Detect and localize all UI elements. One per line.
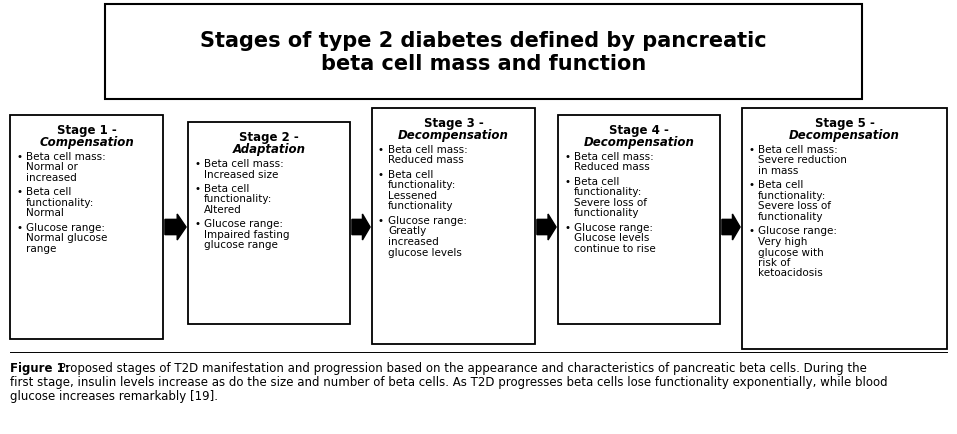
Text: •: • [194, 219, 200, 229]
Text: •: • [564, 151, 570, 161]
Text: Altered: Altered [204, 204, 242, 214]
Text: Normal or: Normal or [26, 162, 78, 172]
Text: Severe loss of: Severe loss of [574, 197, 647, 207]
Text: Normal glucose: Normal glucose [26, 233, 107, 243]
Text: Lessened: Lessened [388, 191, 437, 201]
Text: Increased size: Increased size [204, 169, 278, 179]
FancyArrow shape [537, 214, 556, 240]
Text: functionality:: functionality: [204, 194, 273, 204]
Text: Beta cell mass:: Beta cell mass: [574, 151, 654, 161]
Text: Beta cell: Beta cell [388, 170, 434, 180]
FancyBboxPatch shape [742, 109, 947, 349]
Text: Glucose range:: Glucose range: [574, 223, 653, 233]
Text: Beta cell: Beta cell [758, 180, 803, 190]
Text: •: • [748, 180, 754, 190]
FancyArrow shape [352, 214, 370, 240]
Text: •: • [378, 170, 384, 180]
Text: range: range [26, 243, 56, 253]
Text: •: • [16, 151, 22, 161]
Text: Compensation: Compensation [39, 136, 134, 149]
Text: Beta cell: Beta cell [574, 177, 619, 187]
FancyArrow shape [722, 214, 740, 240]
Text: Adaptation: Adaptation [233, 143, 305, 156]
Text: •: • [378, 216, 384, 226]
Text: risk of: risk of [758, 257, 790, 267]
Text: Glucose levels: Glucose levels [574, 233, 650, 243]
Text: Stage 5 -: Stage 5 - [814, 117, 875, 130]
Text: •: • [16, 187, 22, 197]
Text: functionality:: functionality: [388, 180, 456, 190]
Text: Severe reduction: Severe reduction [758, 155, 847, 165]
Text: Glucose range:: Glucose range: [204, 219, 283, 229]
Text: Glucose range:: Glucose range: [388, 216, 467, 226]
Text: Normal: Normal [26, 208, 64, 218]
FancyBboxPatch shape [372, 109, 535, 344]
Text: increased: increased [388, 237, 438, 247]
Text: Proposed stages of T2D manifestation and progression based on the appearance and: Proposed stages of T2D manifestation and… [55, 361, 867, 374]
Text: Stage 4 -: Stage 4 - [609, 124, 669, 137]
Text: first stage, insulin levels increase as do the size and number of beta cells. As: first stage, insulin levels increase as … [10, 375, 888, 388]
Text: Figure 1:: Figure 1: [10, 361, 70, 374]
Text: Beta cell: Beta cell [204, 184, 250, 194]
Text: Beta cell mass:: Beta cell mass: [204, 159, 283, 169]
Text: Greatly: Greatly [388, 226, 426, 236]
Text: Stage 3 -: Stage 3 - [424, 117, 483, 130]
Text: •: • [748, 226, 754, 236]
Text: functionality: functionality [574, 208, 639, 218]
FancyBboxPatch shape [105, 5, 862, 100]
Text: Stage 1 -: Stage 1 - [56, 124, 117, 137]
Text: Reduced mass: Reduced mass [388, 155, 464, 165]
Text: Glucose range:: Glucose range: [26, 223, 105, 233]
Text: Very high: Very high [758, 237, 808, 247]
FancyBboxPatch shape [188, 123, 350, 324]
Text: Stage 2 -: Stage 2 - [239, 131, 299, 144]
Text: •: • [194, 184, 200, 194]
Text: functionality:: functionality: [758, 191, 827, 201]
Text: •: • [378, 145, 384, 155]
FancyArrow shape [165, 214, 186, 240]
Text: Beta cell mass:: Beta cell mass: [758, 145, 837, 155]
Text: Severe loss of: Severe loss of [758, 201, 831, 211]
FancyBboxPatch shape [10, 116, 163, 339]
Text: in mass: in mass [758, 166, 798, 176]
Text: •: • [748, 145, 754, 155]
Text: Impaired fasting: Impaired fasting [204, 230, 290, 240]
Text: ketoacidosis: ketoacidosis [758, 268, 823, 278]
Text: Decompensation: Decompensation [398, 129, 509, 141]
Text: glucose with: glucose with [758, 247, 824, 257]
Text: glucose increases remarkably [19].: glucose increases remarkably [19]. [10, 389, 218, 402]
Text: Glucose range:: Glucose range: [758, 226, 837, 236]
Text: •: • [564, 223, 570, 233]
Text: Beta cell mass:: Beta cell mass: [26, 151, 106, 161]
Text: functionality: functionality [388, 201, 454, 211]
Text: glucose range: glucose range [204, 240, 278, 250]
Text: functionality:: functionality: [26, 197, 95, 207]
Text: Beta cell: Beta cell [26, 187, 72, 197]
Text: continue to rise: continue to rise [574, 243, 656, 253]
Text: Decompensation: Decompensation [584, 136, 695, 149]
Text: Stages of type 2 diabetes defined by pancreatic
beta cell mass and function: Stages of type 2 diabetes defined by pan… [200, 31, 767, 74]
Text: •: • [564, 177, 570, 187]
Text: Reduced mass: Reduced mass [574, 162, 650, 172]
Text: increased: increased [26, 173, 77, 183]
Text: functionality: functionality [758, 211, 824, 221]
Text: Decompensation: Decompensation [790, 129, 900, 141]
Text: •: • [194, 159, 200, 169]
Text: Beta cell mass:: Beta cell mass: [388, 145, 468, 155]
Text: glucose levels: glucose levels [388, 247, 462, 257]
Text: •: • [16, 223, 22, 233]
Text: functionality:: functionality: [574, 187, 642, 197]
FancyBboxPatch shape [558, 116, 720, 324]
